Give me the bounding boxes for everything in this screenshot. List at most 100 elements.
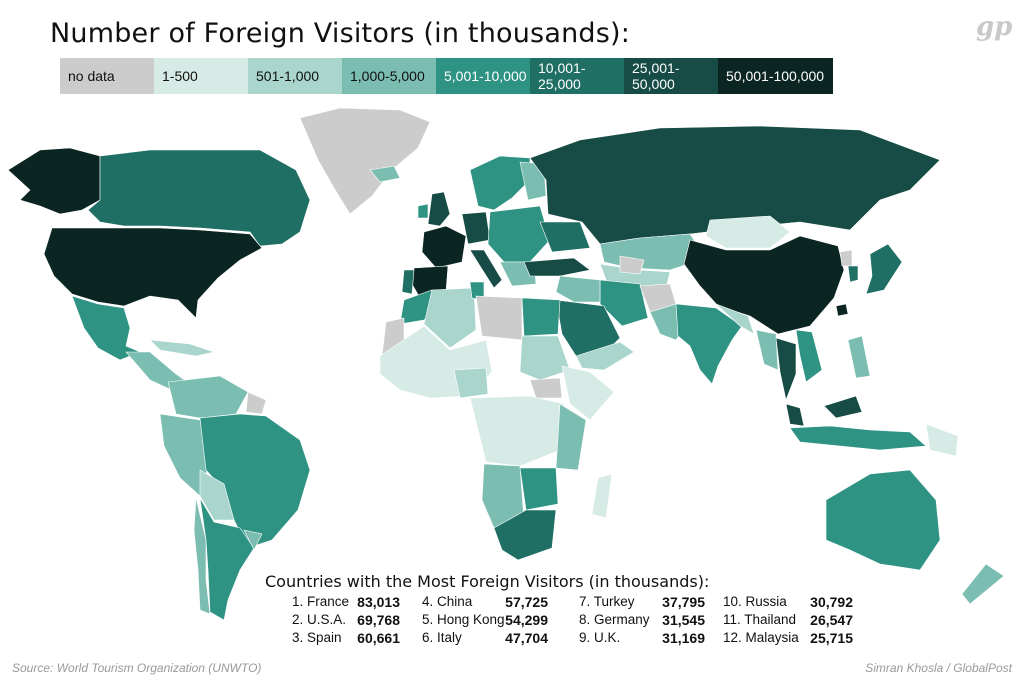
ranking-item: 4. China 57,725 bbox=[422, 594, 548, 611]
legend: no data 1-500 501-1,000 1,000-5,000 5,00… bbox=[60, 58, 833, 94]
region-france bbox=[421, 225, 467, 269]
region-iraq-syria bbox=[555, 275, 601, 303]
region-ukraine bbox=[539, 221, 591, 253]
ranking-value: 47,704 bbox=[505, 630, 548, 646]
ranking-name: 11. Thailand bbox=[723, 612, 797, 627]
legend-label: 5,001-10,000 bbox=[444, 68, 527, 84]
region-uk bbox=[427, 191, 451, 227]
region-china bbox=[683, 235, 845, 335]
ranking-item: 6. Italy 47,704 bbox=[422, 630, 548, 647]
source-note: Source: World Tourism Organization (UNWT… bbox=[12, 661, 262, 675]
ranking-value: 54,299 bbox=[505, 612, 548, 628]
region-south-korea bbox=[847, 265, 859, 283]
ranking-name: 3. Spain bbox=[292, 630, 342, 645]
region-chile bbox=[193, 497, 211, 615]
ranking-value: 26,547 bbox=[810, 612, 853, 628]
region-india bbox=[675, 303, 743, 385]
legend-label: 1-500 bbox=[162, 68, 198, 84]
legend-label: 1,000-5,000 bbox=[350, 68, 425, 84]
region-japan bbox=[865, 243, 903, 295]
region-hong-kong bbox=[835, 303, 849, 317]
region-caribbean bbox=[149, 339, 216, 357]
ranking-value: 31,169 bbox=[662, 630, 705, 646]
region-papua bbox=[925, 423, 959, 457]
ranking-name: 5. Hong Kong bbox=[422, 612, 505, 627]
region-venezuela-colombia bbox=[167, 375, 249, 419]
region-usa bbox=[43, 227, 263, 319]
rankings-title: Countries with the Most Foreign Visitors… bbox=[265, 572, 710, 591]
map-title: Number of Foreign Visitors (in thousands… bbox=[50, 18, 631, 49]
region-norway-sweden bbox=[469, 155, 531, 211]
rankings-table: 1. France 83,013 2. U.S.A. 69,768 3. Spain… bbox=[292, 594, 872, 648]
region-turkmenistan bbox=[619, 255, 645, 275]
region-greenland bbox=[299, 107, 431, 215]
region-russia bbox=[529, 125, 941, 245]
region-north-korea bbox=[839, 249, 853, 267]
region-philippines bbox=[847, 335, 871, 379]
ranking-item: 3. Spain 60,661 bbox=[292, 630, 400, 647]
ranking-item: 7. Turkey 37,795 bbox=[579, 594, 705, 611]
world-map bbox=[7, 107, 1005, 621]
legend-item-1000-5000: 1,000-5,000 bbox=[342, 58, 436, 94]
legend-label: 501-1,000 bbox=[256, 68, 320, 84]
region-argentina bbox=[199, 497, 255, 621]
legend-item-501-1000: 501-1,000 bbox=[248, 58, 342, 94]
region-iceland bbox=[369, 165, 401, 183]
region-eastern-europe bbox=[487, 205, 551, 263]
ranking-value: 60,661 bbox=[357, 630, 400, 646]
region-egypt bbox=[521, 297, 561, 337]
legend-item-50001-100000: 50,001-100,000 bbox=[718, 58, 833, 94]
region-south-sudan bbox=[529, 377, 563, 399]
ranking-item: 12. Malaysia 25,715 bbox=[723, 630, 853, 647]
legend-item-25001-50000: 25,001-50,000 bbox=[624, 58, 718, 94]
ranking-name: 10. Russia bbox=[723, 594, 787, 609]
ranking-name: 8. Germany bbox=[579, 612, 650, 627]
region-indonesia bbox=[789, 425, 927, 451]
region-portugal bbox=[401, 269, 415, 295]
region-germany bbox=[461, 211, 491, 245]
region-horn-of-africa bbox=[561, 365, 615, 421]
region-vietnam-laos bbox=[795, 329, 823, 383]
region-guianas bbox=[245, 391, 267, 415]
legend-item-no-data: no data bbox=[60, 58, 154, 94]
ranking-value: 83,013 bbox=[357, 594, 400, 610]
region-nepal-bangladesh bbox=[715, 303, 755, 335]
region-ireland bbox=[417, 203, 429, 219]
ranking-value: 69,768 bbox=[357, 612, 400, 628]
ranking-name: 2. U.S.A. bbox=[292, 612, 347, 627]
ranking-item: 1. France 83,013 bbox=[292, 594, 400, 611]
region-mexico bbox=[71, 295, 141, 361]
region-central-africa bbox=[469, 395, 565, 467]
ranking-name: 6. Italy bbox=[422, 630, 462, 645]
legend-label: no data bbox=[68, 68, 115, 84]
region-turkey bbox=[523, 257, 591, 277]
ranking-item: 9. U.K. 31,169 bbox=[579, 630, 705, 647]
ranking-name: 7. Turkey bbox=[579, 594, 635, 609]
ranking-value: 57,725 bbox=[505, 594, 548, 610]
region-east-africa bbox=[555, 403, 587, 471]
ranking-value: 37,795 bbox=[662, 594, 705, 610]
ranking-name: 1. France bbox=[292, 594, 350, 609]
region-sudan bbox=[519, 335, 571, 381]
region-nigeria bbox=[453, 367, 489, 399]
ranking-item: 10. Russia 30,792 bbox=[723, 594, 853, 611]
region-australia bbox=[825, 469, 941, 571]
globalpost-logo: gp bbox=[976, 12, 1013, 42]
ranking-name: 12. Malaysia bbox=[723, 630, 799, 645]
ranking-name: 4. China bbox=[422, 594, 473, 609]
region-uruguay bbox=[243, 529, 263, 551]
region-yemen-oman bbox=[575, 341, 635, 371]
region-algeria bbox=[423, 287, 477, 349]
legend-label: 50,001-100,000 bbox=[726, 68, 825, 84]
ranking-value: 30,792 bbox=[810, 594, 853, 610]
region-italy bbox=[469, 249, 503, 289]
ranking-item: 11. Thailand 26,547 bbox=[723, 612, 853, 629]
region-mongolia bbox=[705, 215, 791, 249]
ranking-value: 31,545 bbox=[662, 612, 705, 628]
region-libya bbox=[475, 295, 523, 341]
legend-label: 10,001-25,000 bbox=[538, 60, 586, 92]
region-new-zealand bbox=[961, 563, 1005, 605]
ranking-name: 9. U.K. bbox=[579, 630, 621, 645]
ranking-item: 8. Germany 31,545 bbox=[579, 612, 705, 629]
region-alaska bbox=[7, 147, 101, 215]
